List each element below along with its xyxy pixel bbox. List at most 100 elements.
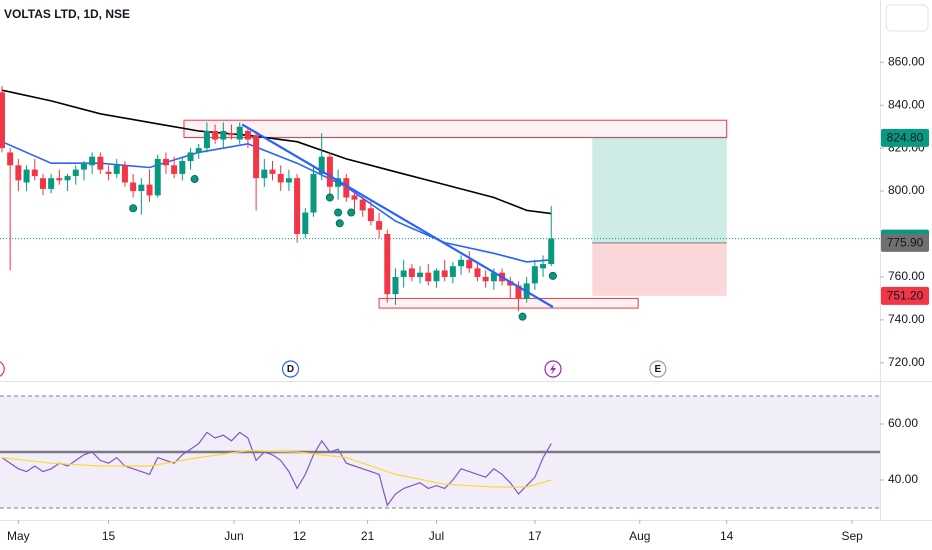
candle-body	[154, 158, 161, 196]
candle-body	[335, 178, 342, 187]
candle-body	[64, 176, 71, 181]
signal-dot	[335, 219, 344, 228]
candle-body	[195, 148, 202, 153]
candle-body	[351, 195, 358, 200]
loss-zone	[592, 242, 727, 296]
event-marker	[649, 360, 667, 378]
price-label: 775.90	[887, 235, 924, 249]
x-tick-label: 17	[528, 529, 542, 543]
signal-dot	[325, 193, 334, 202]
chart-title: VOLTAS LTD, 1D, NSE	[4, 7, 130, 21]
event-marker	[0, 361, 5, 377]
candle-body	[515, 285, 522, 299]
candle-body	[458, 259, 465, 267]
candle-body	[285, 178, 292, 183]
candle-body	[482, 276, 489, 282]
signal-dot	[548, 271, 557, 280]
candle-body	[236, 126, 243, 140]
candle-body	[162, 158, 169, 166]
toolbar-button[interactable]	[885, 4, 929, 32]
candle-body	[105, 171, 112, 174]
candle-body	[130, 182, 137, 192]
candle-body	[326, 156, 333, 187]
candle-body	[23, 169, 30, 183]
candle-body	[474, 268, 481, 277]
candle-body	[244, 130, 251, 140]
candle-body	[228, 133, 235, 136]
candle-body	[302, 212, 309, 235]
candle-body	[31, 169, 38, 177]
y-tick-label: 800.00	[888, 183, 925, 197]
x-tick-label: 14	[720, 529, 734, 543]
candle-body	[310, 173, 317, 213]
candle-body	[0, 92, 5, 149]
rsi-line	[1, 431, 552, 507]
candle-body	[179, 161, 186, 174]
candle-body	[187, 152, 194, 162]
x-tick-label: May	[7, 529, 30, 543]
candle-body	[212, 130, 219, 140]
zone	[183, 119, 728, 138]
y-tick-label: 840.00	[888, 97, 925, 111]
profit-zone	[592, 137, 727, 243]
event-label: E	[654, 364, 661, 375]
event-marker	[281, 360, 300, 378]
candle-body	[39, 178, 46, 189]
y-tick-label: 760.00	[888, 269, 925, 283]
moving-average	[1, 140, 552, 263]
candle-body	[408, 268, 415, 277]
candle-body	[171, 165, 178, 174]
moving-average	[1, 89, 552, 215]
signal-dot	[347, 208, 356, 217]
trendline	[241, 123, 554, 308]
signal-dot	[334, 208, 343, 217]
candle-body	[367, 208, 374, 222]
zone	[378, 297, 639, 309]
candle-body	[220, 130, 227, 140]
candle-body	[72, 169, 79, 177]
candle-body	[548, 238, 555, 265]
candle-body	[7, 152, 14, 166]
candle-body	[269, 169, 276, 174]
price-label: 824.80	[887, 131, 924, 145]
candle-body	[294, 178, 301, 235]
y-tick-label: 740.00	[888, 312, 925, 326]
event-label: D	[287, 364, 294, 375]
x-tick-label: Aug	[629, 529, 650, 543]
candle-body	[466, 259, 473, 269]
candle-body	[343, 178, 350, 198]
candle-body	[80, 163, 87, 170]
candle-body	[113, 165, 120, 174]
candle-body	[138, 184, 145, 192]
x-tick-label: Jun	[224, 529, 243, 543]
y-tick-label: 860.00	[888, 54, 925, 68]
x-tick-label: 15	[102, 529, 116, 543]
signal-dot	[129, 204, 138, 213]
price-label: 751.20	[887, 289, 924, 303]
x-tick-label: 12	[293, 529, 307, 543]
y-tick-label: 720.00	[888, 355, 925, 369]
candle-body	[441, 270, 448, 277]
candle-body	[490, 272, 497, 282]
candle-body	[507, 281, 514, 286]
candle-body	[253, 135, 260, 179]
signal-dot	[518, 312, 527, 321]
candle-body	[318, 156, 325, 174]
candle-body	[89, 156, 96, 166]
price-label-bg	[881, 128, 929, 147]
candle-body	[384, 234, 391, 295]
candle-body	[400, 270, 407, 277]
candle-body	[359, 199, 366, 211]
candle-body	[449, 266, 456, 277]
candle-body	[121, 165, 128, 183]
x-tick-label: 21	[361, 529, 375, 543]
price-label-bg	[881, 233, 929, 252]
candle-body	[203, 130, 210, 149]
candle-body	[433, 270, 440, 282]
x-tick-label: Sep	[841, 529, 863, 543]
y-tick-label: 40.00	[888, 472, 918, 486]
candle-body	[15, 165, 22, 181]
price-label-bg	[881, 286, 929, 305]
